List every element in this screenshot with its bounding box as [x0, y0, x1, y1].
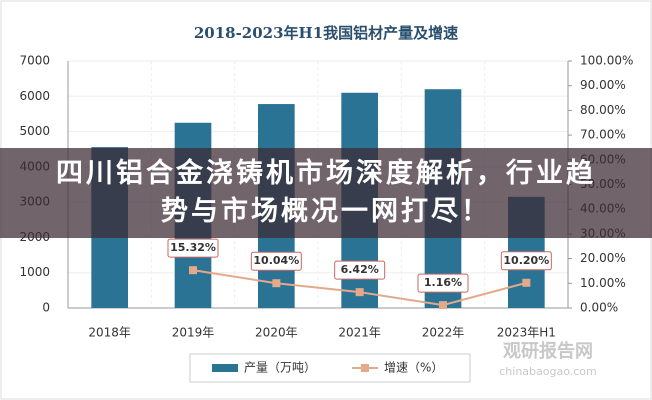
- marker: [439, 301, 447, 310]
- y-tick-label: 7000: [19, 54, 50, 68]
- value-label: 10.04%: [253, 254, 299, 267]
- legend-swatch: [361, 364, 369, 372]
- x-tick-label: 2023年H1: [497, 326, 556, 340]
- y-tick-label: 5000: [19, 124, 50, 138]
- y-tick-label: 0: [42, 301, 50, 315]
- x-tick-label: 2020年: [255, 326, 298, 340]
- marker: [189, 266, 197, 275]
- x-tick-label: 2019年: [172, 326, 215, 340]
- value-label-box: [167, 238, 219, 258]
- value-label: 10.20%: [503, 254, 549, 267]
- watermark-url: chinabaogao.com: [499, 365, 597, 378]
- x-tick-label: 2022年: [422, 326, 465, 340]
- watermark-brand: 观研报告网: [503, 340, 593, 362]
- chart-title: 2018-2023年H1我国铝材产量及增速: [194, 24, 458, 42]
- banner: 四川铝合金浇铸机市场深度解析，行业趋势与市场概况一网打尽！: [0, 148, 652, 238]
- y2-tick-label: 100.00%: [580, 54, 633, 68]
- y2-tick-label: 20.00%: [580, 251, 626, 265]
- y2-tick-label: 0.00%: [580, 301, 618, 315]
- y2-tick-label: 70.00%: [580, 128, 626, 142]
- y2-tick-label: 90.00%: [580, 78, 626, 92]
- legend-label: 增速（%）: [384, 361, 443, 375]
- x-tick-label: 2018年: [88, 326, 131, 340]
- x-tick-label: 2021年: [338, 326, 381, 340]
- marker: [522, 278, 531, 287]
- y-tick-label: 6000: [19, 89, 50, 103]
- marker: [272, 279, 281, 288]
- headline: 四川铝合金浇铸机市场深度解析，行业趋势与市场概况一网打尽！: [56, 158, 596, 227]
- value-label-box: [500, 251, 552, 271]
- legend-swatch: [212, 364, 238, 372]
- value-label-box: [334, 260, 386, 280]
- value-label: 1.16%: [424, 276, 462, 289]
- value-label-box: [250, 251, 302, 271]
- marker: [355, 288, 364, 297]
- value-label-box: [417, 273, 469, 293]
- value-label: 15.32%: [170, 241, 216, 254]
- y2-tick-label: 10.00%: [580, 276, 626, 290]
- y2-tick-label: 80.00%: [580, 103, 626, 117]
- legend-label: 产量（万吨）: [244, 361, 316, 375]
- value-label: 6.42%: [341, 263, 379, 276]
- y-tick-label: 1000: [19, 265, 50, 279]
